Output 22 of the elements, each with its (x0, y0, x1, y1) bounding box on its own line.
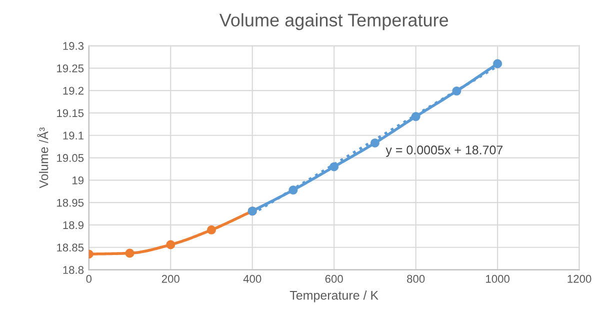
x-tick-label: 600 (325, 274, 343, 283)
x-tick-label: 400 (243, 274, 262, 283)
y-tick-label: 18.8 (63, 266, 84, 274)
annotation: y = 0.0005x + 18.707 (386, 146, 503, 157)
x-axis-title: Temperature / K (290, 290, 378, 302)
y-tick-label: 18.95 (57, 198, 84, 207)
y-tick-label: 19.05 (57, 154, 84, 162)
y-tick-label: 19.3 (63, 42, 84, 50)
y-tick-label: 19 (72, 176, 84, 184)
y-tick-label: 19.1 (63, 132, 84, 140)
y-tick-label: 18.9 (63, 221, 84, 230)
y-axis-title: Volume /Å³ (37, 127, 48, 188)
chart-title: Volume against Temperature (219, 13, 448, 30)
y-tick-label: 19.25 (57, 64, 84, 72)
x-tick-label: 800 (407, 274, 425, 283)
y-tick-label: 19.2 (63, 86, 84, 95)
y-tick-label: 18.85 (57, 244, 84, 252)
y-tick-label: 19.15 (57, 109, 84, 118)
x-tick-label: 1000 (486, 274, 510, 283)
x-tick-label: 0 (86, 274, 92, 283)
x-tick-label: 200 (162, 274, 180, 283)
x-tick-label: 1200 (568, 274, 592, 283)
